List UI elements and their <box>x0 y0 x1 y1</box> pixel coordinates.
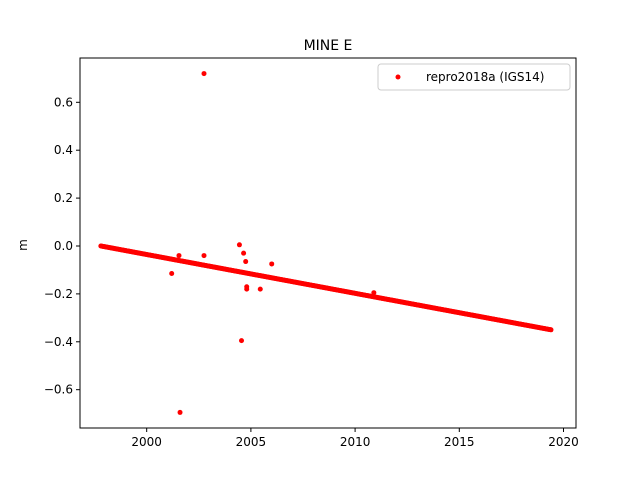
y-tick-label: 0.4 <box>54 143 73 157</box>
data-points <box>98 71 554 415</box>
outlier-point <box>169 271 175 277</box>
outlier-point <box>241 250 247 256</box>
plot-area <box>80 58 576 428</box>
x-tick-label: 2020 <box>548 435 579 449</box>
y-tick-label: −0.6 <box>44 383 73 397</box>
outlier-point <box>239 338 245 344</box>
outlier-point <box>269 261 275 267</box>
legend-label: repro2018a (IGS14) <box>426 70 544 84</box>
outlier-point <box>257 286 263 292</box>
chart-title: MINE E <box>304 38 353 54</box>
outlier-point <box>176 253 182 259</box>
outlier-point <box>201 71 207 77</box>
x-tick-label: 2010 <box>340 435 371 449</box>
legend: repro2018a (IGS14) <box>377 63 571 91</box>
x-tick-label: 2015 <box>444 435 475 449</box>
y-tick-label: 0.0 <box>54 239 73 253</box>
y-tick-label: −0.4 <box>44 335 73 349</box>
outlier-point <box>201 253 207 259</box>
outlier-point <box>243 259 249 265</box>
outlier-point <box>236 242 242 248</box>
outlier-point <box>244 284 250 290</box>
plot-frame <box>79 57 577 429</box>
x-tick-label: 2000 <box>131 435 162 449</box>
x-tick-label: 2005 <box>236 435 267 449</box>
data-point <box>548 327 554 333</box>
legend-marker <box>395 74 401 80</box>
y-tick-label: 0.2 <box>54 191 73 205</box>
y-tick-label: 0.6 <box>54 95 73 109</box>
axes: 2000 2005 2010 2015 2020 −0.6 −0.4 −0.2 0.0 0.2 0.… <box>44 95 579 449</box>
legend-box <box>377 63 571 91</box>
y-axis-label: m <box>16 239 30 251</box>
outlier-point <box>371 290 377 296</box>
y-tick-label: −0.2 <box>44 287 73 301</box>
outlier-point <box>177 409 183 415</box>
